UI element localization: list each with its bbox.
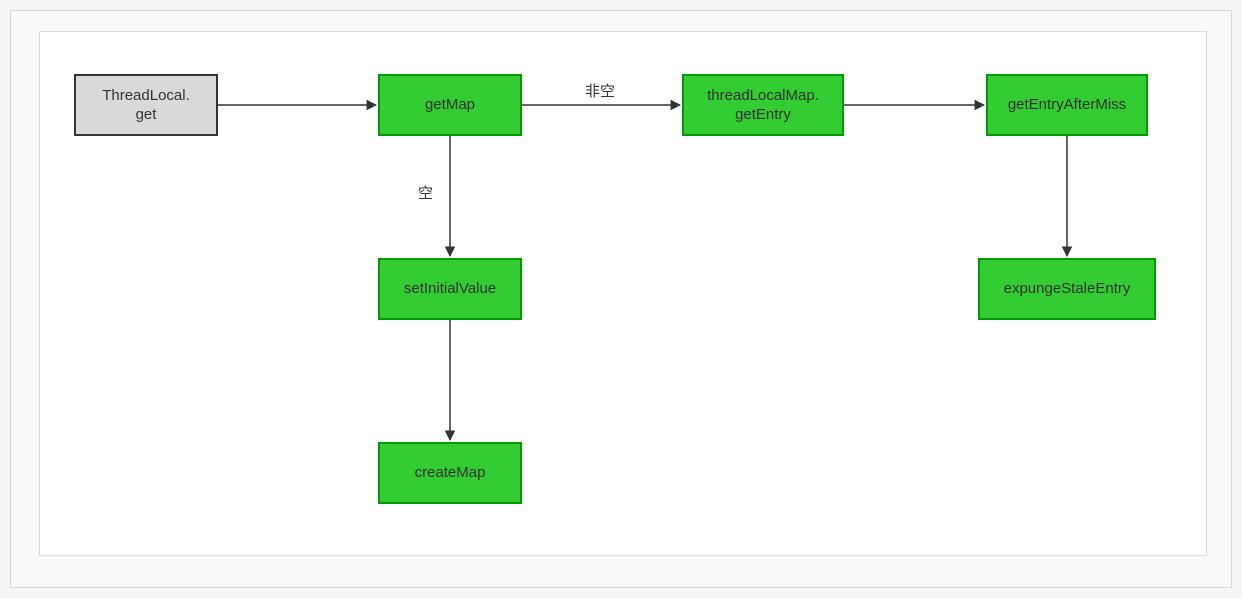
edge-label-getmap-to-setinitialvalue: 空: [418, 182, 433, 203]
node-getentry: threadLocalMap. getEntry: [682, 74, 844, 136]
node-getentryaftermiss: getEntryAfterMiss: [986, 74, 1148, 136]
node-createmap: createMap: [378, 442, 522, 504]
node-threadlocal-get: ThreadLocal. get: [74, 74, 218, 136]
node-getmap: getMap: [378, 74, 522, 136]
node-setinitialvalue: setInitialValue: [378, 258, 522, 320]
node-expungestaleentry: expungeStaleEntry: [978, 258, 1156, 320]
diagram-canvas: ThreadLocal. get getMap threadLocalMap. ge…: [39, 31, 1207, 556]
edge-label-getmap-to-getentry: 非空: [585, 80, 615, 101]
diagram-outer: ThreadLocal. get getMap threadLocalMap. ge…: [10, 10, 1232, 588]
